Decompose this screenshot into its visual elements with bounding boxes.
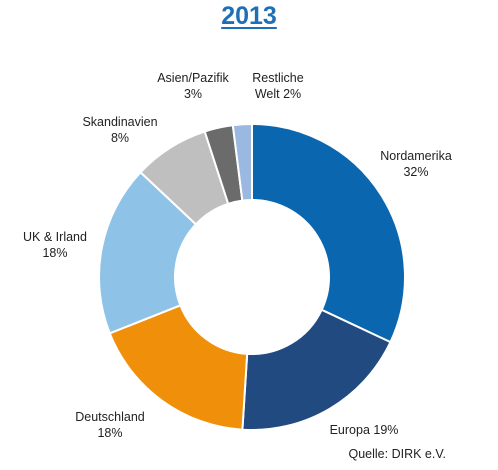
donut-slice <box>241 308 392 431</box>
slice-label: Europa 19% <box>330 423 399 437</box>
source-note: Quelle: DIRK e.V. <box>348 447 446 461</box>
slice-labels: Nordamerika 32% Europa 19% Deutschland 18% UK… <box>23 71 452 440</box>
donut-slice <box>251 122 406 344</box>
donut-slices <box>98 122 406 431</box>
donut-slice <box>108 304 249 431</box>
donut-slice <box>231 122 253 202</box>
donut-slice <box>98 170 198 335</box>
slice-label: UK & Irland 18% <box>23 230 87 260</box>
slice-label: Restliche Welt 2% <box>252 71 303 101</box>
chart-title: 2013 <box>221 2 277 30</box>
slice-label: Asien/Pazifik 3% <box>157 71 229 101</box>
slice-label: Skandinavien 8% <box>82 115 157 145</box>
slice-label: Nordamerika 32% <box>380 149 452 179</box>
slice-label: Deutschland 18% <box>75 410 145 440</box>
